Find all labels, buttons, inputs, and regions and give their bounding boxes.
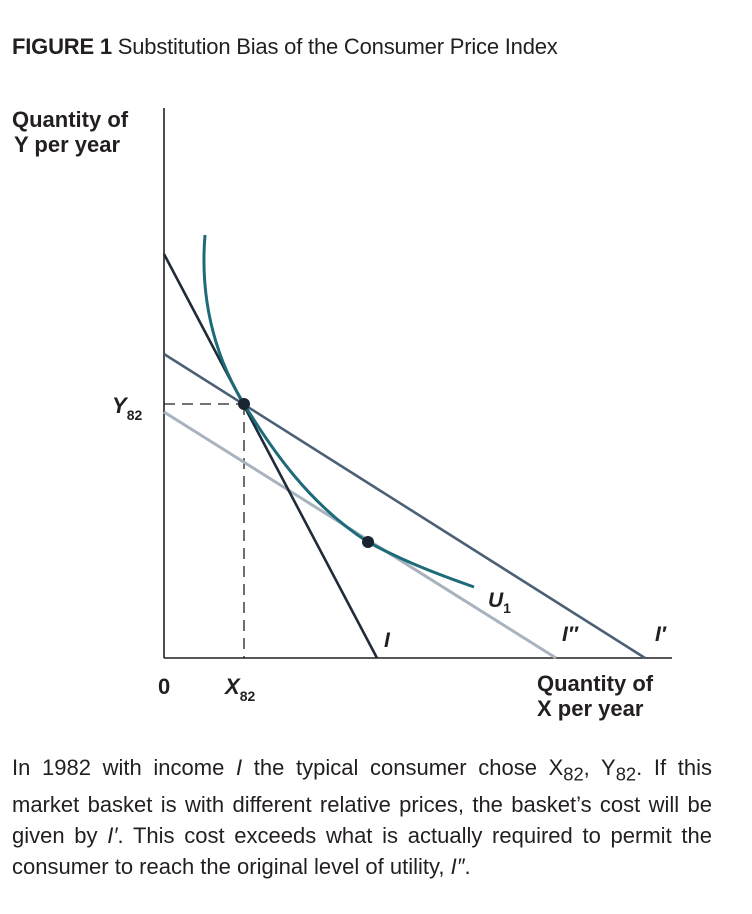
indifference-curve-label: U1 (488, 589, 511, 616)
y-axis-label-line1: Quantity of (12, 107, 129, 132)
budget-line-i-prime (163, 352, 646, 660)
caption-part6: . (464, 854, 471, 880)
y82-tick-main: Y (112, 393, 129, 418)
budget-line-i (162, 253, 379, 659)
caption-cost-label: I′ (107, 823, 118, 849)
budget-i-double-prime-label: I″ (562, 623, 579, 646)
caption-part5: . This cost exceeds what is actually req… (12, 823, 712, 880)
figure-number: FIGURE 1 (12, 34, 112, 59)
caption-income: I (235, 755, 243, 780)
x82-tick-label: X82 (223, 674, 255, 704)
x-axis-label-line2: X per year (537, 696, 644, 721)
caption-part3: , Y (583, 755, 616, 780)
bundle-point-82 (238, 398, 250, 410)
origin-label: 0 (158, 674, 170, 699)
caption-part2: the typical consumer chose X (242, 755, 564, 780)
indifference-main: U (488, 589, 504, 612)
cpi-substitution-diagram: Quantity of Y per year Quantity of X per… (12, 107, 672, 721)
budget-i-label: I (384, 629, 391, 652)
indifference-curve-u1 (202, 234, 475, 589)
compensated-bundle-point (362, 536, 374, 548)
caption-part1: In 1982 with income (12, 755, 236, 780)
y-axis-label-line2: Y per year (14, 132, 120, 157)
caption-x-sub: 82 (563, 763, 584, 785)
figure-caption: In 1982 with income I the typical consum… (12, 752, 712, 882)
caption-y-sub: 82 (615, 763, 637, 785)
x-axis-label-line1: Quantity of (537, 671, 654, 696)
figure-title-text: Substitution Bias of the Consumer Price … (117, 34, 558, 59)
budget-i-prime-label: I′ (655, 623, 667, 646)
x82-tick-main: X (223, 674, 241, 699)
figure-title: FIGURE 1 Substitution Bias of the Consum… (12, 34, 558, 60)
caption-part4: . If this market basket is with differen… (12, 755, 712, 849)
y82-tick-label: Y82 (112, 393, 142, 423)
x82-tick-sub: 82 (240, 688, 256, 704)
indifference-sub: 1 (503, 600, 511, 616)
y82-tick-sub: 82 (127, 407, 143, 423)
caption-utility-label: I″ (450, 854, 465, 880)
